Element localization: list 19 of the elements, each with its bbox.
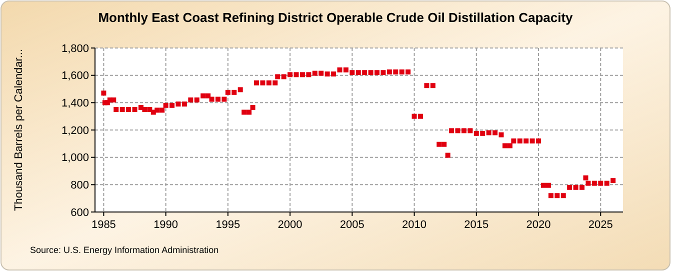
y-tick-label: 600	[70, 206, 89, 219]
y-tick-label: 1,600	[61, 70, 89, 82]
x-tick-label: 1985	[91, 219, 116, 231]
y-tick-label: 1,200	[61, 124, 89, 137]
y-tick-label: 1,400	[61, 98, 89, 110]
x-tick-label: 1995	[216, 219, 240, 231]
y-tick-label: 1,000	[61, 152, 89, 164]
y-axis-title: Thousand Barrels per Calendar...	[13, 48, 25, 212]
y-tick-label: 1,800	[61, 42, 89, 55]
y-tick-label: 800	[70, 180, 89, 192]
x-tick-label: 2025	[588, 219, 613, 231]
x-tick-label: 2010	[402, 219, 427, 231]
x-tick-label: 2020	[526, 219, 551, 231]
x-tick-label: 2015	[464, 219, 489, 231]
x-tick-label: 2005	[340, 219, 364, 231]
source-note: Source: U.S. Energy Information Administration	[30, 245, 219, 255]
x-tick-label: 1990	[154, 219, 178, 231]
chart-title: Monthly East Coast Refining District Operable Crude Oil Distillation Capacity	[98, 10, 574, 25]
x-tick-label: 2000	[278, 219, 302, 231]
